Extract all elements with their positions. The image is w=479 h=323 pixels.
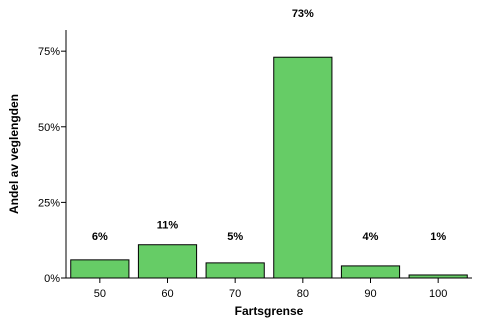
y-tick-label: 50% [38,122,60,134]
data-label-100: 1% [430,231,446,243]
data-label-80: 73% [292,8,314,20]
y-axis-title: Andel av veglengden [7,94,21,214]
plot-area: 0% 25% 50% 75% 6% 11% 5% 73% 4% 1% 50 60 70 80 90 100 [38,8,472,300]
y-tick-label: 75% [38,46,60,58]
bar-90 [340,265,401,279]
bar-70 [205,262,265,279]
bar-80 [273,56,333,279]
x-tick-label: 90 [364,288,376,300]
data-label-60: 11% [157,220,179,232]
bar-50 [70,259,130,279]
x-tick-label: 100 [429,288,447,300]
bar-100 [408,274,468,279]
data-label-50: 6% [92,231,108,243]
data-label-70: 5% [227,231,243,243]
x-ticks: 50 60 70 80 90 100 [94,278,447,300]
x-tick-label: 70 [229,288,241,300]
y-tick-label: 25% [38,197,60,209]
y-tick-label: 0% [44,273,60,285]
bar-60 [137,244,198,279]
x-axis-title: Fartsgrense [235,304,304,318]
data-label-90: 4% [363,231,379,243]
x-tick-label: 50 [94,288,106,300]
x-tick-label: 80 [297,288,309,300]
y-ticks: 0% 25% 50% 75% [38,46,66,285]
x-tick-label: 60 [161,288,173,300]
bars: 6% 11% 5% 73% 4% 1% [70,8,468,279]
